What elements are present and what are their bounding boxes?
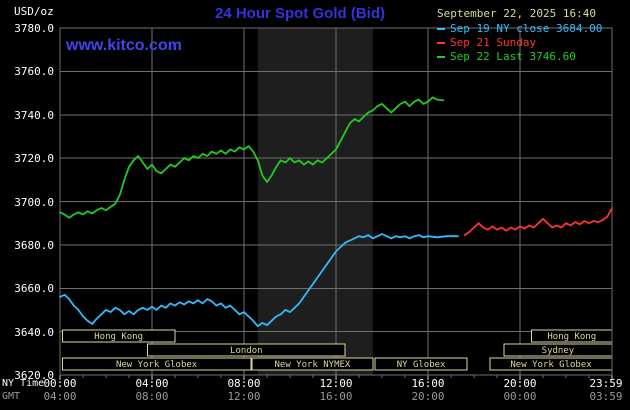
legend-dash-icon: [437, 42, 445, 44]
series-sep-19-ny-close: [59, 233, 459, 328]
session-label: Hong Kong: [94, 332, 144, 342]
y-tick-label: 3620.0: [14, 369, 54, 382]
session-box: [61, 357, 252, 371]
legend-dash-icon: [437, 28, 445, 30]
x-tick-ny: 04:00: [135, 377, 169, 390]
x-tick-ny: 23:59: [589, 377, 623, 390]
session-label: Sydney: [541, 346, 575, 356]
kitco-watermark-link[interactable]: www.kitco.com: [66, 37, 182, 54]
x-tick-gmt: 08:00: [135, 390, 169, 403]
y-tick-label: 3640.0: [14, 325, 54, 339]
x-tick-gmt: 00:00: [503, 390, 537, 403]
x-tick-ny: 20:00: [503, 377, 537, 390]
session-label: New York NYMEX: [274, 360, 351, 370]
legend-item: Sep 21 Sunday: [437, 36, 536, 50]
session-label: New York Globex: [115, 360, 198, 370]
series-sep-22-last: [59, 96, 445, 219]
x-tick-ny: 16:00: [411, 377, 445, 390]
x-tick-gmt: 03:59: [589, 390, 623, 403]
legend-label: Sep 19 NY close 3684.00: [450, 22, 603, 35]
gmt-axis-label: GMT: [2, 391, 21, 402]
y-tick-label: 3720.0: [14, 152, 54, 166]
session-label: NY Globex: [396, 360, 446, 370]
x-tick-gmt: 20:00: [411, 390, 445, 403]
datetime-label: September 22, 2025 16:40: [437, 7, 596, 20]
legend-label: Sep 22 Last 3746.60: [450, 50, 576, 63]
y-tick-label: 3680.0: [14, 238, 54, 252]
legend-item: Sep 19 NY close 3684.00: [437, 22, 602, 36]
x-tick-gmt: 12:00: [227, 390, 261, 403]
x-tick-ny: 08:00: [227, 377, 261, 390]
y-tick-label: 3780.0: [14, 22, 54, 35]
session-box: [146, 343, 346, 357]
y-tick-label: 3700.0: [14, 195, 54, 209]
y-tick-label: 3660.0: [14, 282, 54, 296]
session-box: [374, 357, 468, 371]
y-tick-label: 3760.0: [14, 65, 54, 79]
legend-label: Sep 21 Sunday: [450, 36, 537, 49]
series-sep-21-sunday: [463, 207, 613, 237]
x-tick-ny: 00:00: [43, 377, 77, 390]
unit-label: USD/oz: [14, 5, 54, 18]
session-box: [61, 329, 176, 343]
session-label: London: [230, 346, 263, 356]
x-tick-gmt: 04:00: [43, 390, 77, 403]
session-label: Hong Kong: [547, 332, 597, 342]
y-tick-label: 3740.0: [14, 108, 54, 122]
x-tick-ny: 12:00: [319, 377, 353, 390]
chart-title: 24 Hour Spot Gold (Bid): [215, 5, 385, 22]
x-tick-gmt: 16:00: [319, 390, 353, 403]
legend-dash-icon: [437, 56, 445, 58]
session-box: [251, 357, 374, 371]
legend-item: Sep 22 Last 3746.60: [437, 50, 576, 64]
ny-time-axis-label: NY Time: [2, 378, 45, 389]
session-label: New York Globex: [510, 360, 592, 370]
